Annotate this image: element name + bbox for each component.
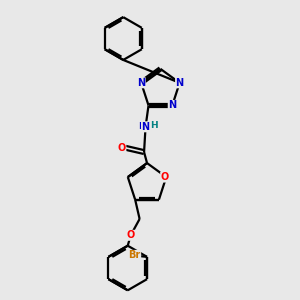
- Text: NH: NH: [138, 122, 153, 131]
- Text: N: N: [168, 100, 176, 110]
- Text: O: O: [118, 142, 126, 153]
- Text: N: N: [137, 78, 145, 88]
- Text: O: O: [127, 230, 135, 240]
- Text: Br: Br: [128, 250, 141, 260]
- Text: N: N: [176, 78, 184, 88]
- Text: H: H: [150, 121, 158, 130]
- Text: O: O: [160, 172, 169, 182]
- Text: N: N: [142, 122, 150, 132]
